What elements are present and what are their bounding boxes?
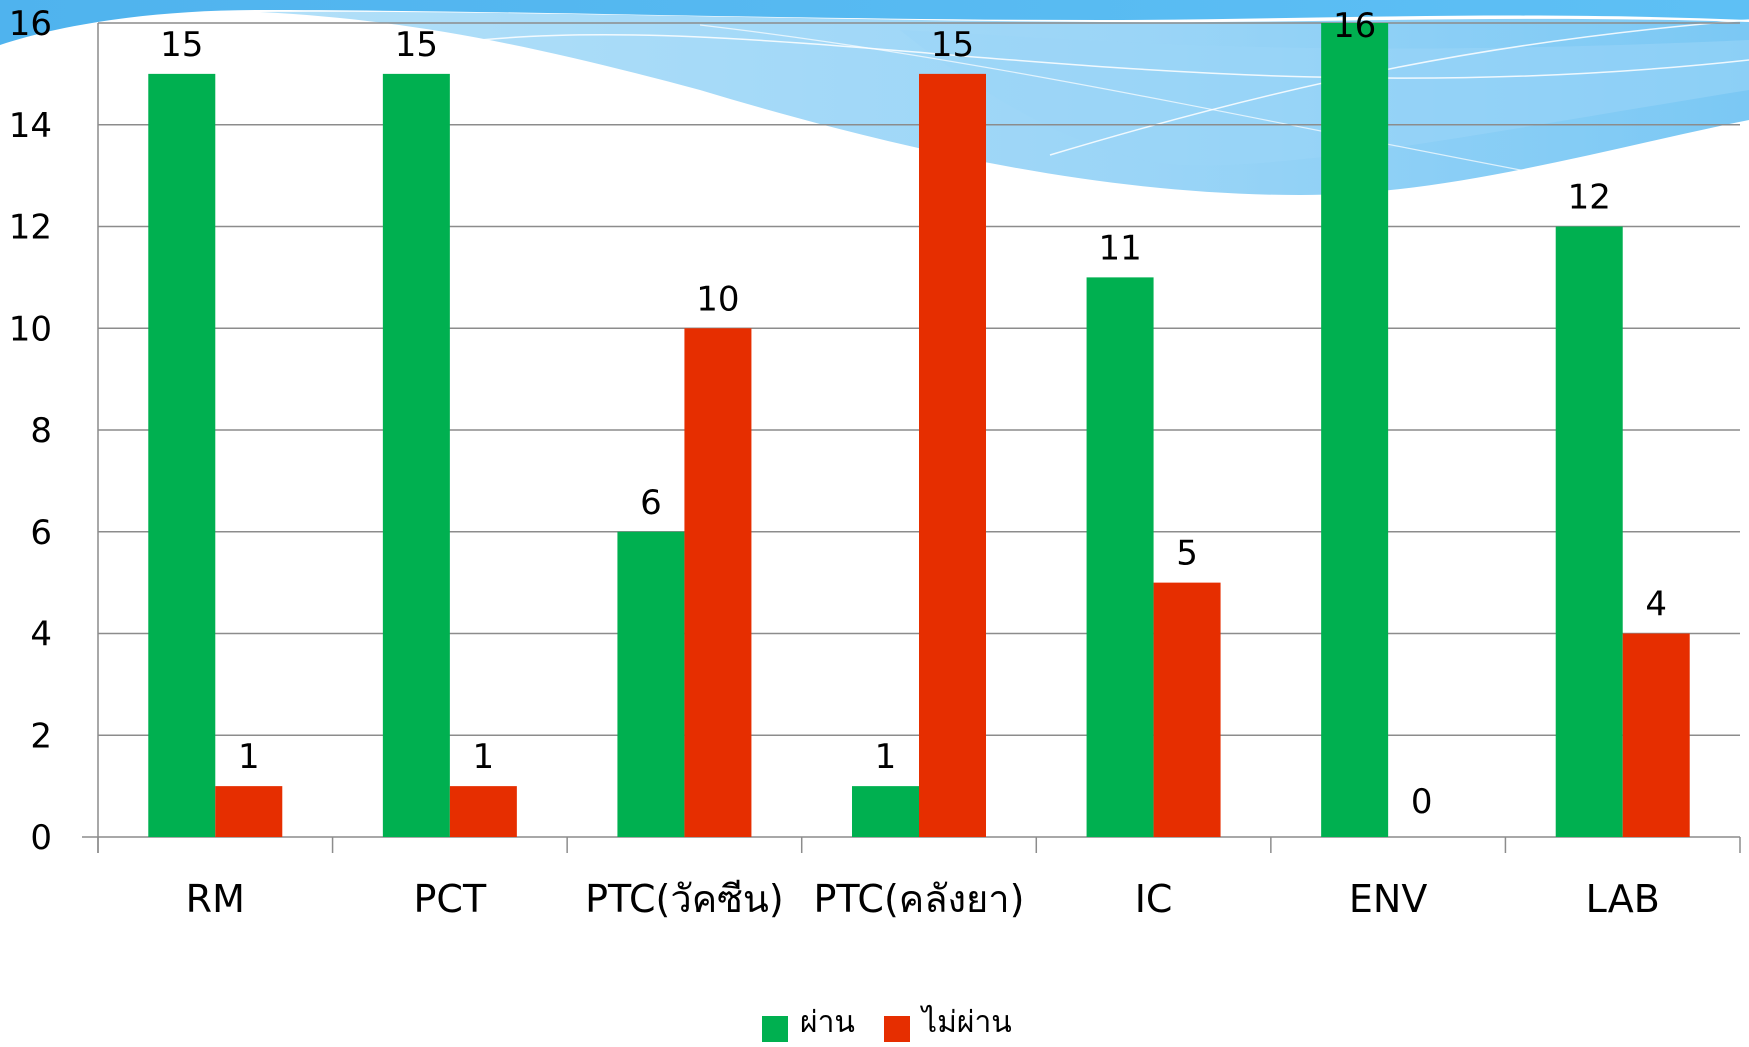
data-label: 12 bbox=[1568, 178, 1611, 218]
legend-swatch-fail bbox=[884, 1016, 910, 1042]
legend-swatch-pass bbox=[762, 1016, 788, 1042]
bar-pass bbox=[1555, 226, 1623, 837]
x-axis-category-labels: RM PCT PTC(วัคซีน) PTC(คลังยา) IC ENV LAB bbox=[186, 877, 1660, 921]
y-axis-tick-labels: 0 2 4 6 8 10 12 14 16 bbox=[9, 4, 52, 858]
data-label: 5 bbox=[1176, 534, 1198, 574]
y-tick-label: 0 bbox=[30, 818, 52, 858]
y-tick-label: 10 bbox=[9, 309, 52, 349]
bar-fail bbox=[449, 786, 517, 837]
data-label: 1 bbox=[473, 737, 495, 777]
data-label: 11 bbox=[1098, 228, 1141, 268]
bar-pass bbox=[148, 73, 216, 837]
data-label: 1 bbox=[238, 737, 260, 777]
category-label: IC bbox=[1135, 877, 1173, 921]
y-tick-label: 12 bbox=[9, 208, 52, 248]
y-tick-label: 8 bbox=[30, 411, 52, 451]
data-label: 15 bbox=[160, 25, 203, 65]
data-label: 10 bbox=[696, 279, 739, 319]
data-label: 16 bbox=[1333, 6, 1376, 46]
background-wave-decoration bbox=[0, 0, 1749, 196]
category-label: LAB bbox=[1586, 877, 1660, 921]
legend-label: ผ่าน bbox=[800, 1005, 855, 1040]
y-tick-label: 6 bbox=[30, 513, 52, 553]
bar-fail bbox=[684, 328, 752, 837]
category-label: PCT bbox=[414, 877, 487, 921]
category-label: RM bbox=[186, 877, 245, 921]
legend-label: ไม่ผ่าน bbox=[920, 1004, 1012, 1040]
data-label: 15 bbox=[395, 25, 438, 65]
bar-fail bbox=[1153, 582, 1221, 837]
y-tick-label: 4 bbox=[30, 615, 52, 655]
category-label: ENV bbox=[1349, 877, 1427, 921]
data-label: 15 bbox=[931, 25, 974, 65]
bar-pass bbox=[617, 531, 685, 837]
bar-fail bbox=[1622, 633, 1690, 837]
bar-fail bbox=[919, 73, 986, 837]
y-tick-label: 2 bbox=[30, 716, 52, 756]
bar-pass bbox=[1086, 277, 1154, 837]
data-label: 1 bbox=[875, 737, 897, 777]
category-label: PTC(วัคซีน) bbox=[585, 877, 784, 921]
legend: ผ่าน ไม่ผ่าน bbox=[762, 1004, 1012, 1042]
bar-pass bbox=[852, 786, 919, 837]
data-label: 4 bbox=[1645, 585, 1667, 625]
bar-fail bbox=[215, 786, 283, 837]
data-label: 0 bbox=[1411, 782, 1433, 822]
data-label: 6 bbox=[640, 483, 662, 523]
category-label: PTC(คลังยา) bbox=[814, 877, 1025, 921]
bar-pass bbox=[1321, 23, 1389, 837]
bar-pass bbox=[382, 73, 450, 837]
y-tick-label: 16 bbox=[9, 4, 52, 44]
bars bbox=[148, 23, 1690, 837]
y-tick-label: 14 bbox=[9, 106, 52, 146]
x-axis bbox=[82, 23, 1741, 853]
